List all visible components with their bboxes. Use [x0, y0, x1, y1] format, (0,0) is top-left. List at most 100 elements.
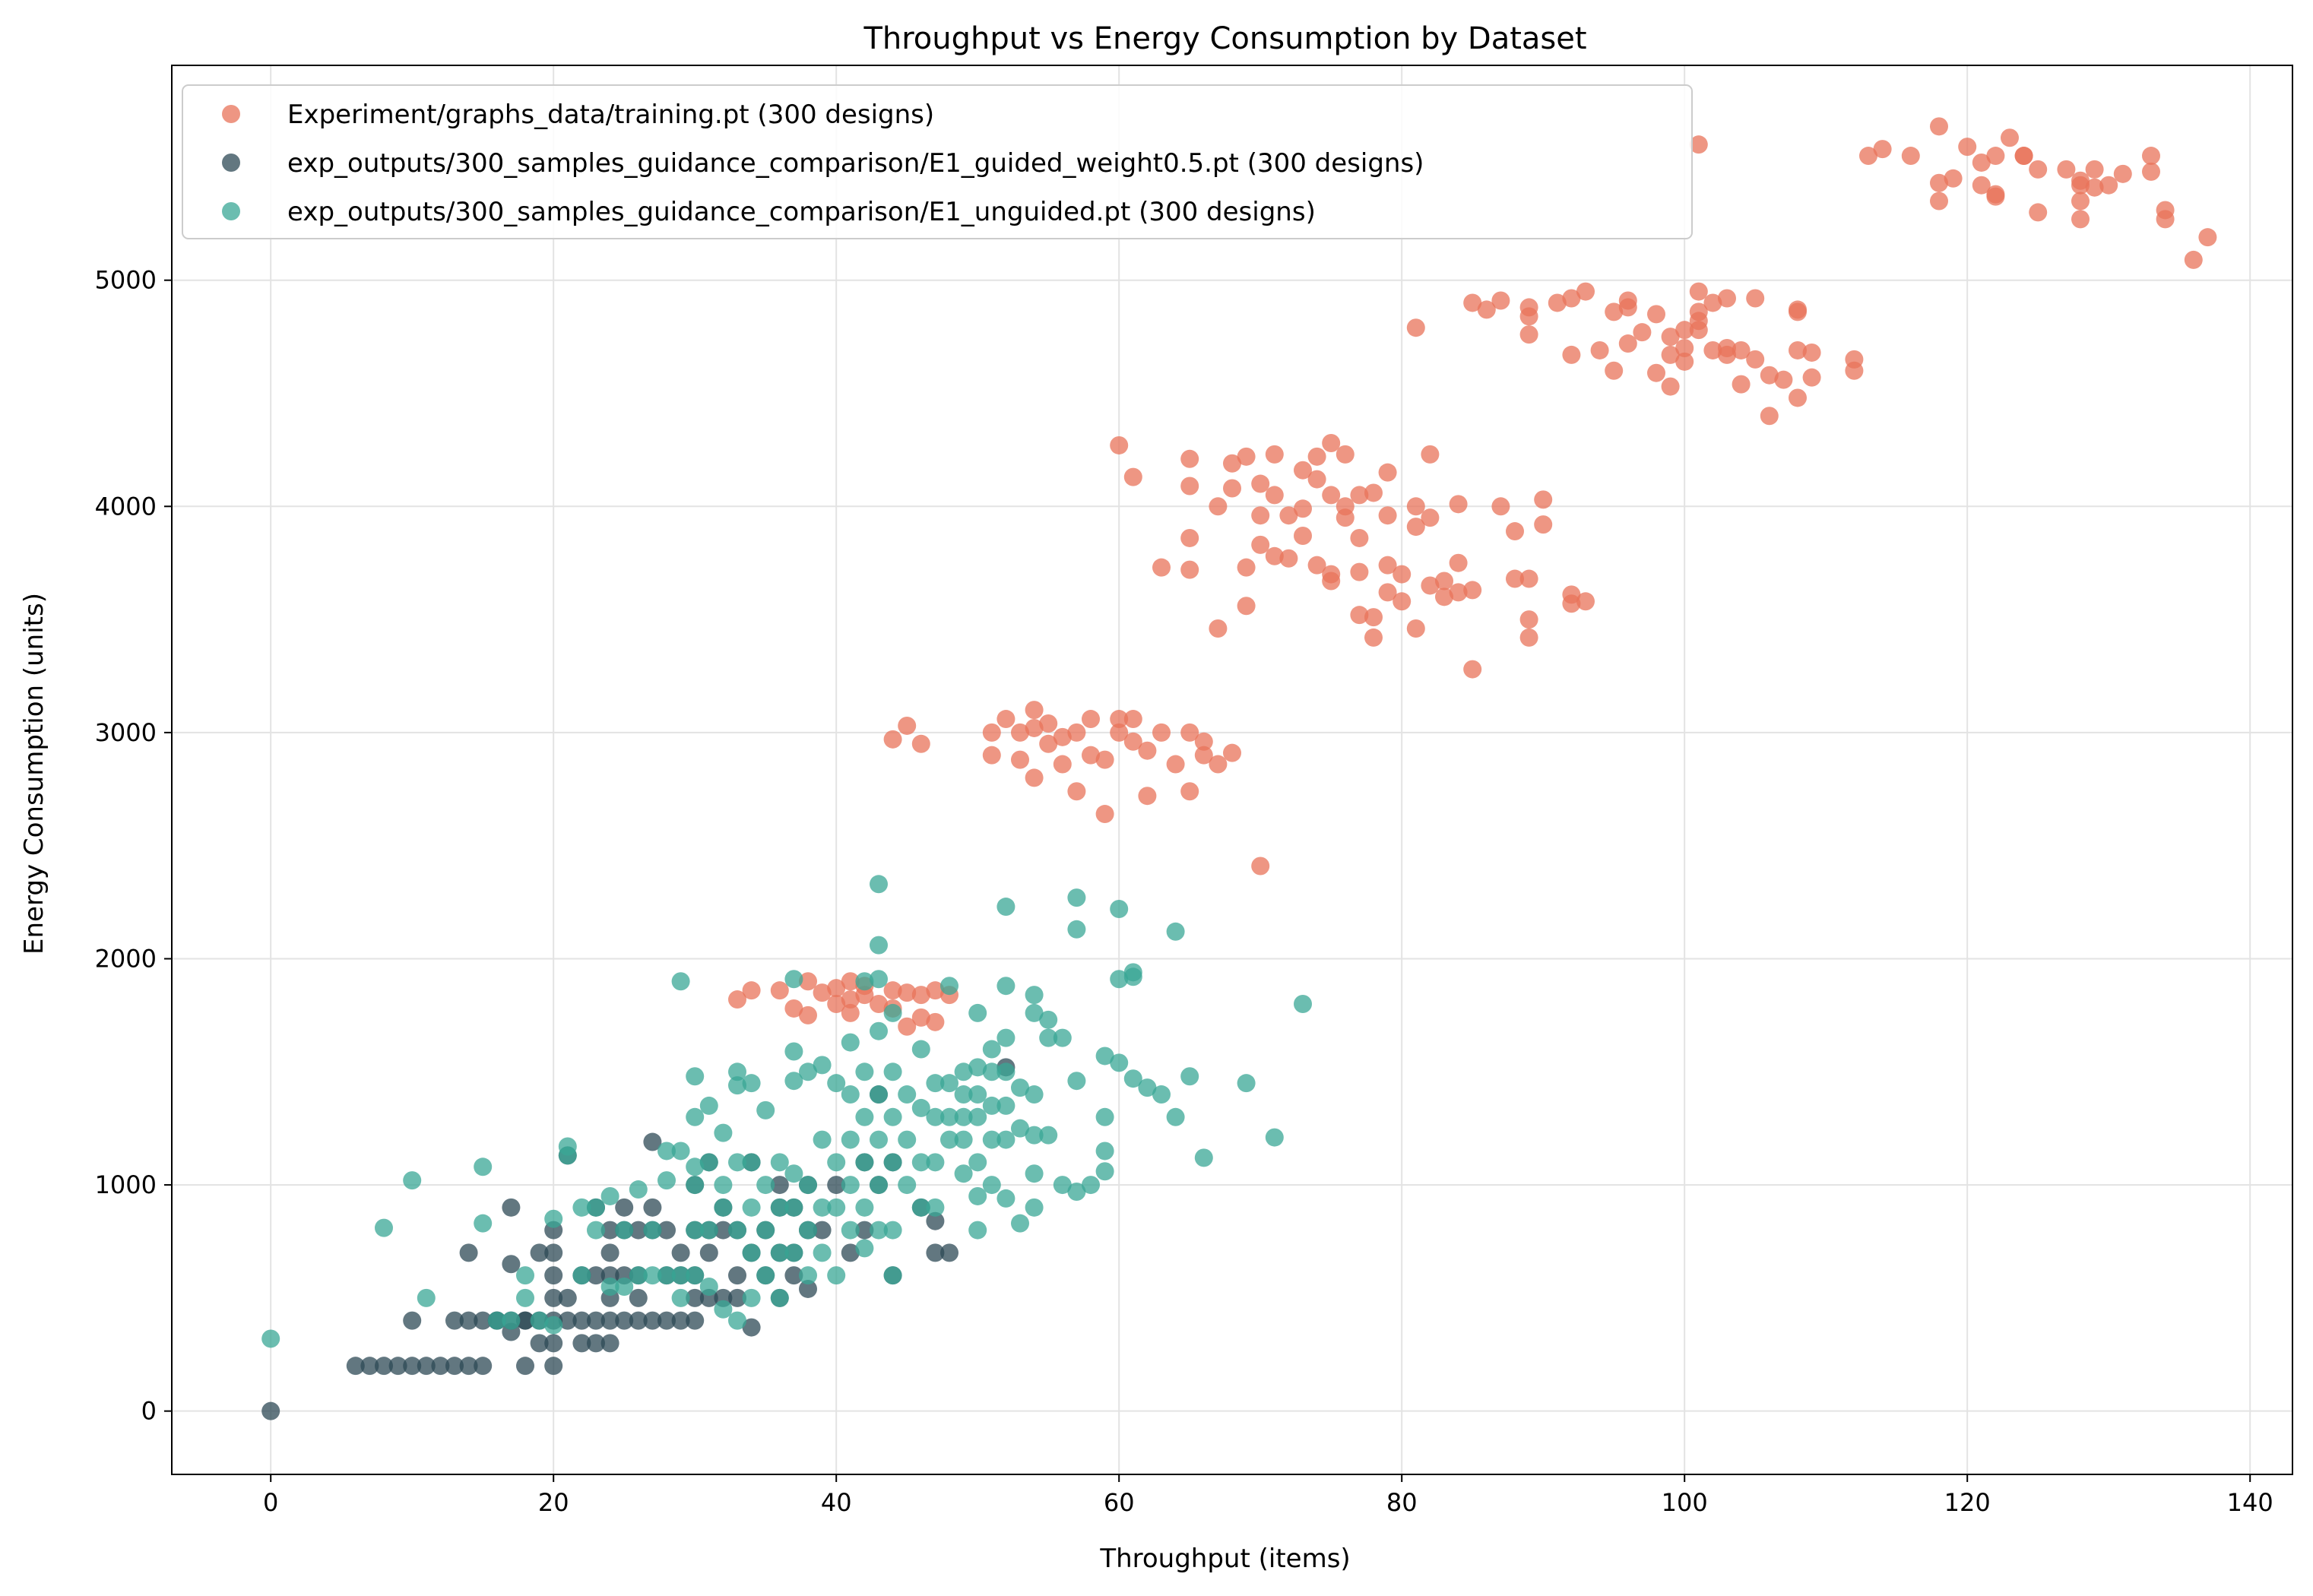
legend-marker	[222, 154, 240, 172]
data-point	[1576, 592, 1595, 611]
data-point	[770, 1176, 789, 1195]
data-point	[1265, 1128, 1284, 1147]
data-point	[1194, 732, 1213, 751]
data-point	[643, 1198, 662, 1217]
data-point	[1703, 293, 1722, 312]
data-point	[1732, 340, 1751, 359]
data-point	[911, 1198, 930, 1217]
data-point	[2071, 192, 2090, 211]
data-point	[1279, 506, 1298, 525]
data-point	[600, 1311, 619, 1330]
y-tick-label: 1000	[95, 1170, 157, 1199]
data-point	[1138, 1078, 1157, 1097]
data-point	[940, 977, 958, 996]
data-point	[1209, 497, 1228, 516]
data-point	[699, 1221, 718, 1240]
data-point	[445, 1357, 464, 1376]
data-point	[1011, 1119, 1029, 1138]
data-point	[1562, 585, 1581, 604]
data-point	[1859, 147, 1877, 166]
data-point	[1307, 470, 1326, 489]
data-point	[784, 970, 803, 989]
data-point	[996, 710, 1016, 729]
data-point	[968, 1221, 987, 1240]
data-point	[870, 1085, 888, 1104]
data-point	[1095, 750, 1114, 769]
data-point	[1251, 474, 1270, 493]
data-point	[996, 1062, 1016, 1081]
data-point	[403, 1171, 422, 1190]
data-point	[1039, 1028, 1058, 1047]
data-point	[388, 1357, 407, 1376]
data-point	[883, 1062, 902, 1081]
legend-entry: exp_outputs/300_samples_guidance_compari…	[222, 148, 1424, 179]
data-point	[1661, 377, 1680, 396]
data-point	[926, 981, 945, 1000]
data-point	[1421, 576, 1440, 595]
data-point	[1180, 449, 1199, 468]
data-point	[629, 1180, 648, 1199]
data-point	[883, 981, 902, 1000]
data-point	[544, 1266, 563, 1285]
data-point	[996, 1028, 1016, 1047]
data-point	[1548, 293, 1567, 312]
data-point	[1449, 553, 1468, 572]
data-point	[1633, 323, 1652, 342]
data-point	[855, 1221, 874, 1240]
y-tick-label: 5000	[95, 266, 157, 295]
data-point	[587, 1198, 605, 1217]
data-point	[261, 1329, 280, 1348]
data-point	[1123, 1069, 1142, 1088]
data-point	[1618, 298, 1637, 317]
data-point	[1689, 282, 1708, 301]
data-point	[699, 1277, 718, 1296]
data-point	[1901, 147, 1920, 166]
data-point	[445, 1311, 464, 1330]
data-point	[1449, 495, 1468, 514]
data-point	[870, 995, 888, 1014]
data-point	[1336, 445, 1355, 464]
data-point	[1138, 741, 1157, 760]
data-point	[1675, 352, 1694, 371]
data-point	[1506, 522, 1524, 541]
data-point	[898, 983, 917, 1002]
data-point	[1138, 787, 1157, 806]
data-point	[1307, 556, 1326, 575]
data-point	[813, 983, 832, 1002]
data-point	[516, 1357, 534, 1376]
data-point	[2198, 228, 2217, 247]
data-point	[671, 1142, 690, 1161]
data-point	[657, 1266, 676, 1285]
data-point	[770, 1153, 789, 1172]
data-point	[968, 1186, 987, 1205]
data-point	[600, 1186, 619, 1205]
data-point	[600, 1277, 619, 1296]
legend-marker	[222, 105, 240, 123]
data-point	[1223, 454, 1241, 473]
data-point	[2071, 210, 2090, 229]
data-point	[1463, 293, 1482, 312]
data-point	[502, 1198, 521, 1217]
data-point	[1053, 755, 1072, 774]
data-point	[417, 1357, 436, 1376]
data-point	[870, 1221, 888, 1240]
y-tick-label: 2000	[95, 944, 157, 973]
data-point	[1336, 508, 1355, 527]
data-point	[954, 1062, 973, 1081]
data-point	[1067, 888, 1086, 907]
data-point	[1760, 366, 1779, 385]
data-point	[1675, 321, 1694, 340]
data-point	[982, 1062, 1001, 1081]
data-point	[1562, 289, 1581, 308]
data-point	[827, 995, 846, 1014]
data-point	[1110, 970, 1129, 989]
x-tick-label: 40	[821, 1488, 852, 1517]
data-point	[671, 1266, 690, 1285]
data-point	[459, 1311, 478, 1330]
data-point	[643, 1132, 662, 1151]
data-point	[474, 1357, 493, 1376]
data-point	[2085, 160, 2104, 179]
data-point	[1421, 508, 1440, 527]
data-point	[855, 972, 874, 991]
data-point	[1152, 1085, 1171, 1104]
